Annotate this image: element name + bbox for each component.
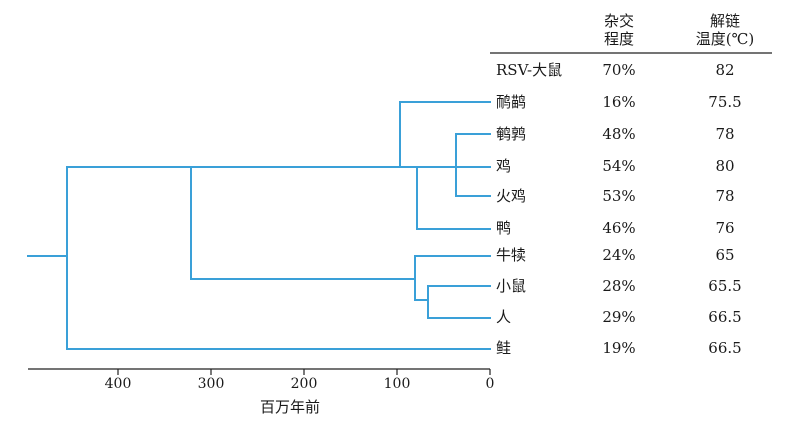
species-name: 鸭	[496, 219, 512, 237]
table-row: 牛犊 24% 65	[0, 245, 786, 265]
hybridization-value: 29%	[602, 308, 636, 326]
species-name: 小鼠	[496, 277, 527, 295]
table-row: RSV-大鼠 70% 82	[0, 60, 786, 80]
species-name: 鸸鹋	[496, 93, 527, 111]
hybridization-value: 70%	[602, 61, 636, 79]
table-row: 鸸鹋 16% 75.5	[0, 92, 786, 112]
header-melting-line2: 温度(℃)	[695, 30, 755, 48]
hybridization-value: 48%	[602, 125, 636, 143]
axis-tick-label: 100	[383, 376, 411, 392]
species-name: 牛犊	[496, 246, 527, 264]
hybridization-value: 19%	[602, 339, 636, 357]
hybridization-value: 28%	[602, 277, 636, 295]
header-hybridization-line2: 程度	[603, 30, 634, 48]
hybridization-value: 24%	[602, 246, 636, 264]
table-row: 小鼠 28% 65.5	[0, 276, 786, 296]
melting-value: 78	[715, 187, 735, 205]
table-row: 鸭 46% 76	[0, 218, 786, 238]
table-row: 火鸡 53% 78	[0, 186, 786, 206]
axis-tick-label: 200	[290, 376, 318, 392]
melting-value: 78	[715, 125, 735, 143]
hybridization-value: 16%	[602, 93, 636, 111]
species-name: RSV-大鼠	[496, 61, 563, 79]
axis-tick-label: 400	[104, 376, 132, 392]
species-name: 鸡	[496, 157, 512, 175]
table-row: 鸡 54% 80	[0, 156, 786, 176]
table-row: 人 29% 66.5	[0, 307, 786, 327]
species-name: 人	[496, 308, 512, 326]
axis-title: 百万年前	[259, 398, 320, 416]
melting-value: 76	[715, 219, 735, 237]
header-melting-line1: 解链	[709, 12, 740, 30]
melting-value: 75.5	[708, 93, 742, 111]
melting-value: 82	[715, 61, 735, 79]
melting-value: 66.5	[708, 339, 742, 357]
melting-value: 80	[715, 157, 735, 175]
table-row: 鹌鹑 48% 78	[0, 124, 786, 144]
species-name: 鲑	[496, 339, 512, 357]
axis-tick-label: 0	[485, 376, 495, 392]
table-row: 鲑 19% 66.5	[0, 338, 786, 358]
header-hybridization: 杂交 程度	[590, 12, 648, 48]
hybridization-value: 53%	[602, 187, 636, 205]
hybridization-value: 46%	[602, 219, 636, 237]
melting-value: 65	[715, 246, 735, 264]
header-melting-temp: 解链 温度(℃)	[672, 12, 778, 48]
melting-value: 65.5	[708, 277, 742, 295]
axis-tick-label: 300	[197, 376, 225, 392]
species-name: 鹌鹑	[496, 125, 527, 143]
species-name: 火鸡	[496, 187, 527, 205]
melting-value: 66.5	[708, 308, 742, 326]
hybridization-value: 54%	[602, 157, 636, 175]
header-hybridization-line1: 杂交	[603, 12, 634, 30]
